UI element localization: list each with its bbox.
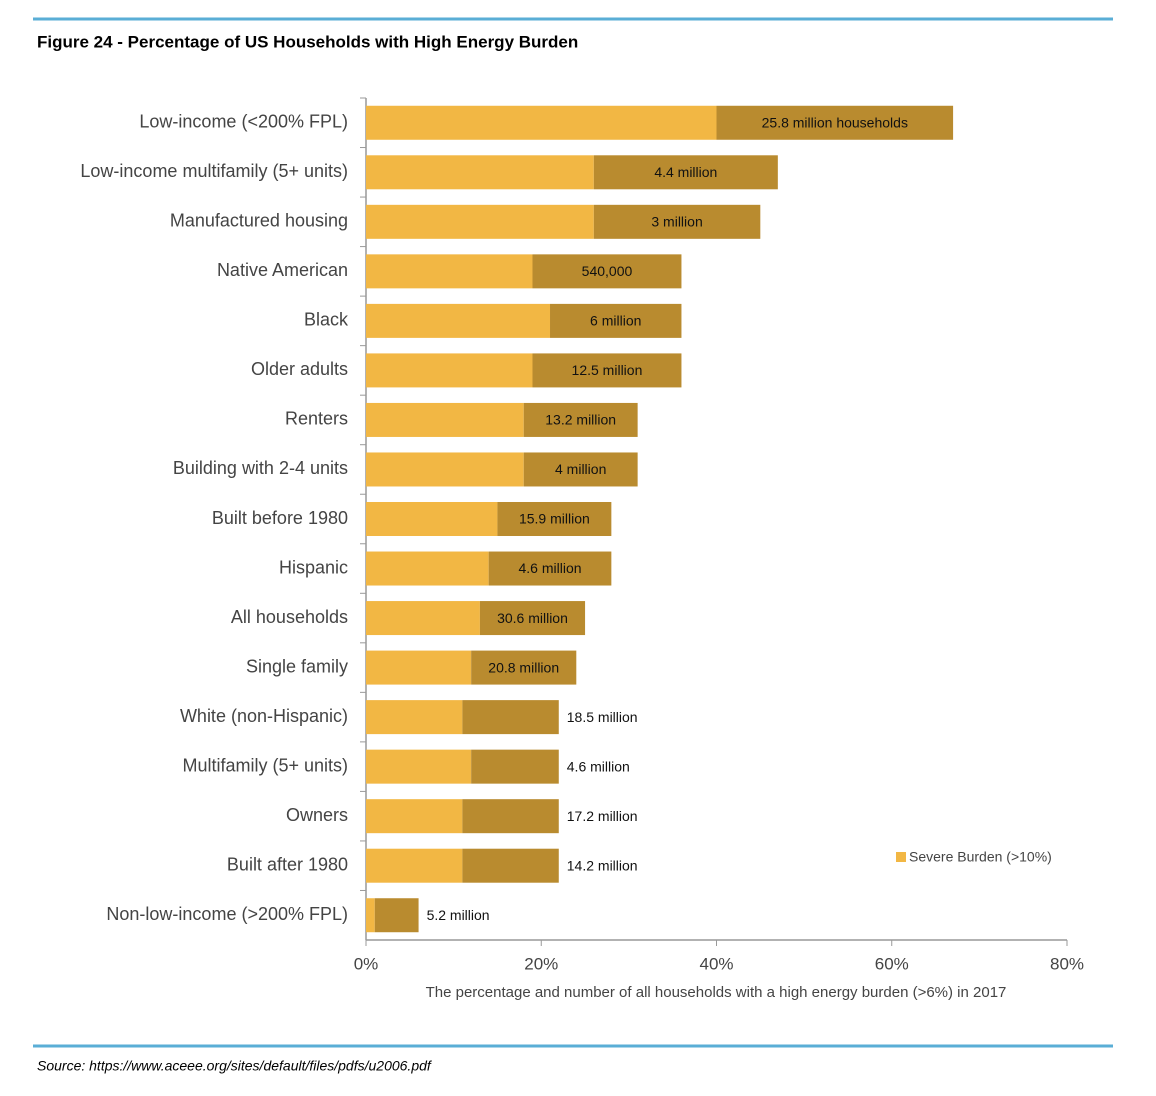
category-label: Non-low-income (>200% FPL) bbox=[106, 904, 348, 924]
bar-segment bbox=[488, 551, 612, 586]
bar-segment bbox=[497, 502, 612, 536]
bar-segment bbox=[550, 303, 682, 338]
bar-segment bbox=[479, 601, 586, 636]
category-label: All households bbox=[231, 607, 348, 627]
bar-segment bbox=[366, 700, 463, 735]
bar-segment bbox=[366, 898, 375, 933]
category-label: Building with 2-4 units bbox=[173, 458, 348, 478]
category-label: Hispanic bbox=[279, 557, 348, 577]
bar-segment bbox=[532, 254, 682, 289]
bar-segment bbox=[462, 799, 559, 834]
bar-segment bbox=[462, 848, 559, 883]
bar-segment bbox=[593, 155, 778, 190]
x-tick-label: 60% bbox=[875, 954, 909, 973]
bar-segment bbox=[366, 799, 463, 834]
category-label: Built after 1980 bbox=[227, 854, 348, 874]
bar-segment bbox=[366, 502, 498, 536]
bar-label: 17.2 million bbox=[567, 808, 638, 824]
category-label: Low-income multifamily (5+ units) bbox=[80, 161, 348, 181]
bar-segment bbox=[462, 700, 559, 735]
bar-label: 4.6 million bbox=[518, 560, 581, 576]
bar-segment bbox=[366, 353, 533, 388]
bar-label: 6 million bbox=[590, 313, 641, 329]
legend-label: Severe Burden (>10%) bbox=[909, 849, 1052, 865]
bar-label: 30.6 million bbox=[497, 610, 568, 626]
bar-segment bbox=[366, 601, 480, 636]
category-label: Manufactured housing bbox=[170, 211, 348, 231]
bar-segment bbox=[366, 551, 489, 586]
bar-segment bbox=[366, 105, 717, 140]
bar-segment bbox=[366, 452, 524, 487]
x-tick-label: 40% bbox=[699, 954, 733, 973]
category-label: Low-income (<200% FPL) bbox=[139, 112, 348, 132]
bar-label: 12.5 million bbox=[572, 362, 643, 378]
legend-swatch bbox=[896, 852, 906, 862]
bar-segment bbox=[366, 402, 524, 437]
bar-segment bbox=[523, 402, 638, 437]
bar-label: 4.6 million bbox=[567, 758, 630, 774]
bar-label: 4 million bbox=[555, 461, 606, 477]
bar-segment bbox=[716, 105, 954, 140]
category-label: White (non-Hispanic) bbox=[180, 706, 348, 726]
x-axis-label: The percentage and number of all househo… bbox=[426, 984, 1007, 1001]
x-tick-label: 0% bbox=[354, 954, 379, 973]
category-label: Renters bbox=[285, 409, 348, 429]
category-label: Native American bbox=[217, 260, 348, 280]
bar-segment bbox=[366, 204, 594, 239]
bar-segment bbox=[374, 898, 419, 933]
bar-segment bbox=[532, 353, 682, 388]
bar-label: 20.8 million bbox=[488, 659, 559, 675]
category-label: Older adults bbox=[251, 359, 348, 379]
category-label: Owners bbox=[286, 805, 348, 825]
bar-segment bbox=[471, 650, 577, 685]
x-tick-label: 20% bbox=[524, 954, 558, 973]
bar-segment bbox=[593, 204, 761, 239]
category-label: Single family bbox=[246, 656, 348, 676]
bar-segment bbox=[366, 254, 533, 289]
bar-segment bbox=[366, 848, 463, 883]
bar-label: 18.5 million bbox=[567, 709, 638, 725]
bar-label: 14.2 million bbox=[567, 857, 638, 873]
bar-label: 3 million bbox=[651, 214, 702, 230]
bar-segment bbox=[366, 749, 472, 784]
chart-title: Figure 24 - Percentage of US Households … bbox=[37, 32, 578, 51]
bar-label: 25.8 million households bbox=[762, 114, 908, 130]
category-label: Black bbox=[304, 310, 349, 330]
bar-segment bbox=[366, 303, 551, 338]
bar-segment bbox=[471, 749, 559, 784]
source: Source: https://www.aceee.org/sites/defa… bbox=[37, 1058, 433, 1074]
category-label: Built before 1980 bbox=[212, 508, 348, 528]
bar-label: 15.9 million bbox=[519, 511, 590, 527]
bar-label: 4.4 million bbox=[654, 164, 717, 180]
bar-label: 540,000 bbox=[582, 263, 633, 279]
bar-label: 13.2 million bbox=[545, 412, 616, 428]
bar-label: 5.2 million bbox=[427, 907, 490, 923]
bar-segment bbox=[366, 650, 472, 685]
x-tick-label: 80% bbox=[1050, 954, 1084, 973]
bar-segment bbox=[523, 452, 638, 487]
bar-segment bbox=[366, 155, 594, 190]
category-label: Multifamily (5+ units) bbox=[182, 755, 348, 775]
